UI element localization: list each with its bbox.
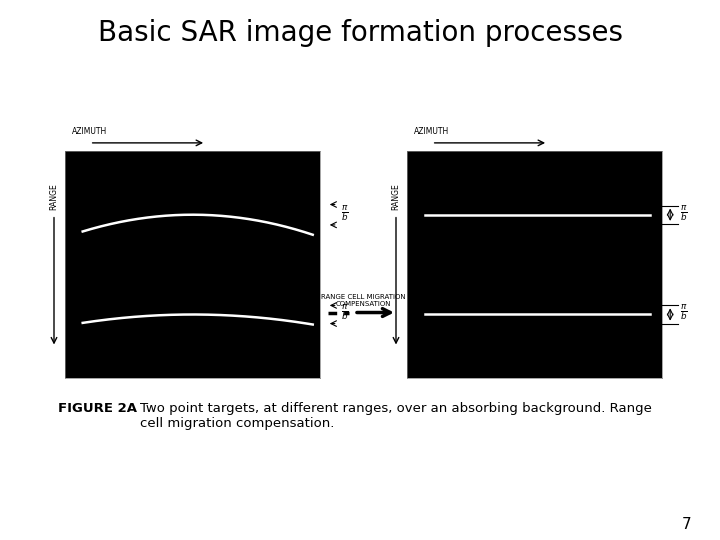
Text: $\frac{\pi}{b}$: $\frac{\pi}{b}$ bbox=[680, 303, 688, 323]
Text: AZIMUTH: AZIMUTH bbox=[72, 127, 107, 136]
Text: RANGE: RANGE bbox=[392, 183, 400, 210]
Text: RANGE CELL MIGRATION
COMPENSATION: RANGE CELL MIGRATION COMPENSATION bbox=[321, 294, 406, 307]
Text: 7: 7 bbox=[682, 517, 691, 532]
Text: Two point targets, at different ranges, over an absorbing background. Range
cell: Two point targets, at different ranges, … bbox=[140, 402, 652, 430]
Text: $\frac{\pi}{b}$: $\frac{\pi}{b}$ bbox=[341, 204, 348, 224]
Text: $\frac{\pi}{b}$: $\frac{\pi}{b}$ bbox=[341, 303, 348, 323]
Text: $\frac{\pi}{b}$: $\frac{\pi}{b}$ bbox=[680, 204, 688, 224]
Text: AZIMUTH: AZIMUTH bbox=[414, 127, 449, 136]
Text: FIGURE 2A: FIGURE 2A bbox=[58, 402, 137, 415]
Text: RANGE: RANGE bbox=[50, 183, 58, 210]
Text: Basic SAR image formation processes: Basic SAR image formation processes bbox=[97, 19, 623, 47]
